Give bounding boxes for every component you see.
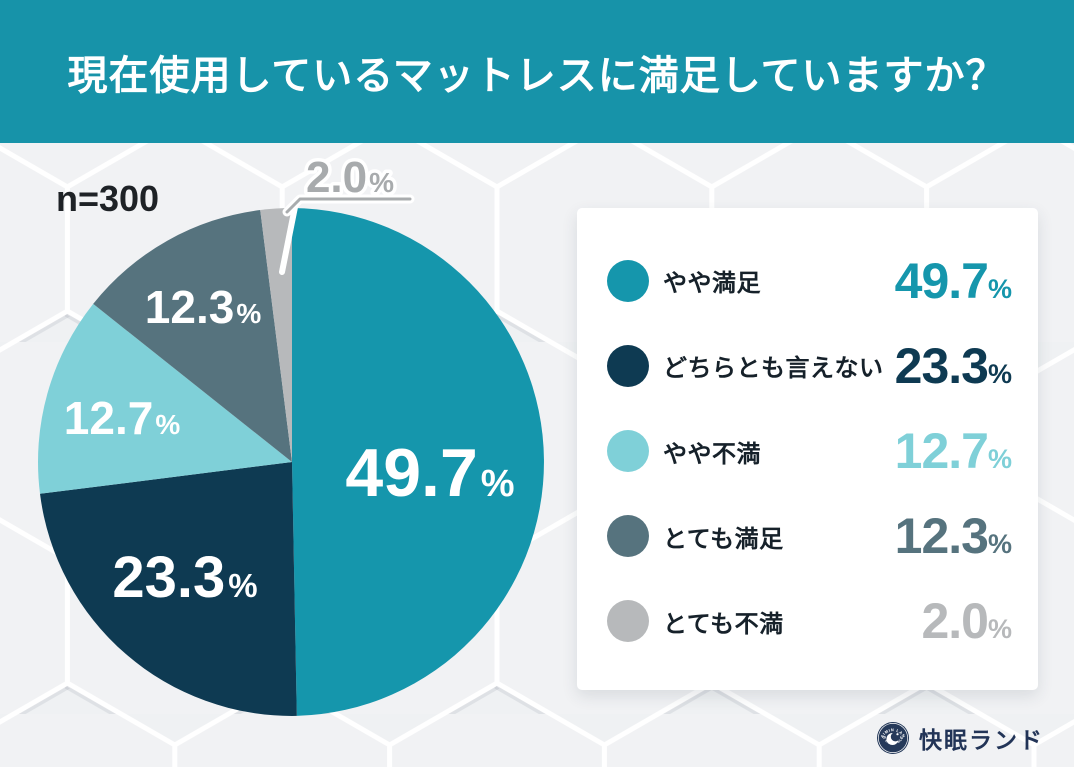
legend-row-dochiratomo: どちらとも言えない 23.3% xyxy=(607,323,1012,408)
legend-label: やや満足 xyxy=(663,270,761,298)
legend-value: 49.7% xyxy=(894,252,1012,309)
legend-value: 12.7% xyxy=(894,423,1012,479)
pie-slice-yaya-fuman xyxy=(38,303,292,494)
pie-label-12.7: 12.7% xyxy=(64,392,181,444)
moon-icon xyxy=(886,732,900,745)
pie-label-49.7: 49.7% xyxy=(345,435,514,511)
sample-size-label: n=300 xyxy=(56,178,160,219)
legend-row-totemo-fuman: とても不満 2.0% xyxy=(607,579,1012,664)
pie-slice-dochiratomo xyxy=(40,462,297,716)
legend-value: 2.0% xyxy=(921,593,1012,650)
legend-value: 23.3% xyxy=(894,337,1012,394)
pie-slices xyxy=(38,208,544,716)
legend-dot-icon xyxy=(607,430,649,472)
legend-dot-icon xyxy=(607,259,649,302)
legend-row-totemo-manzoku: とても満足 12.3% xyxy=(607,494,1012,579)
legend-row-yaya-manzoku: やや満足 49.7% xyxy=(607,238,1012,323)
legend-card: やや満足 49.7% どちらとも言えない 23.3% やや不満 12.7% とて… xyxy=(577,208,1038,690)
legend-dot-icon xyxy=(607,515,649,558)
legend-label: とても不満 xyxy=(663,610,784,638)
header-banner: 現在使用しているマットレスに満足していますか？ xyxy=(0,0,1074,143)
legend-row-yaya-fuman: やや不満 12.7% xyxy=(607,408,1012,493)
pie-label-12.3: 12.3% xyxy=(145,281,262,333)
legend-dot-icon xyxy=(607,600,649,643)
footer-logo: KAIMIN LAND FOR BEST SLEEP 快眠ランド xyxy=(876,721,1044,755)
legend-label: どちらとも言えない xyxy=(663,355,884,383)
pie-label-2.0-outside: 2.0% xyxy=(306,153,394,202)
legend-label: やや不満 xyxy=(663,440,761,468)
legend-dot-icon xyxy=(607,344,649,387)
legend-label: とても満足 xyxy=(663,525,784,553)
pie-slice-yaya-manzoku xyxy=(292,208,544,716)
legend-value: 12.3% xyxy=(894,508,1012,565)
leader-line-2-percent-icon xyxy=(279,194,415,275)
brand-name: 快眠ランド xyxy=(919,727,1044,753)
brand-badge-icon: KAIMIN LAND FOR BEST SLEEP xyxy=(876,721,909,754)
pie-label-23.3: 23.3% xyxy=(112,545,257,610)
pie-slice-totemo-manzoku xyxy=(93,210,292,462)
page-title: 現在使用しているマットレスに満足していますか？ xyxy=(67,53,1007,98)
